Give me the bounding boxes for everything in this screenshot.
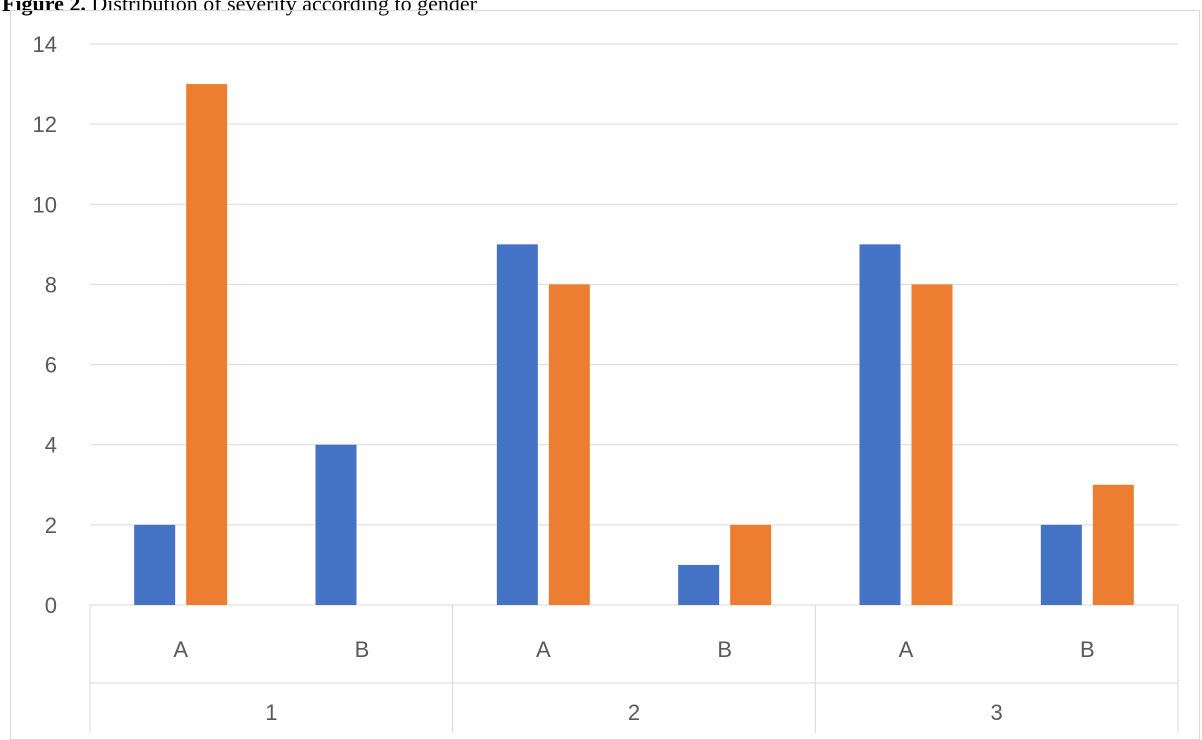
bar — [315, 444, 357, 605]
y-tick-label: 0 — [45, 593, 57, 618]
y-tick-label: 8 — [45, 272, 57, 297]
y-tick-label: 2 — [45, 513, 57, 538]
bar — [859, 244, 901, 605]
bar — [730, 524, 772, 605]
bar — [1092, 484, 1134, 605]
x-tick-label: B — [1080, 637, 1095, 662]
bar — [134, 524, 176, 605]
x-group-label: 3 — [991, 700, 1003, 725]
x-tick-label: A — [173, 637, 188, 662]
bar — [186, 84, 228, 606]
y-tick-label: 12 — [33, 112, 57, 137]
x-tick-label: B — [355, 637, 370, 662]
bar — [548, 284, 590, 605]
bar — [496, 244, 538, 605]
bar — [1040, 524, 1082, 605]
x-group-label: 2 — [628, 700, 640, 725]
x-tick-label: A — [899, 637, 914, 662]
y-tick-label: 4 — [45, 433, 57, 458]
x-tick-label: A — [536, 637, 551, 662]
x-group-label: 1 — [265, 700, 277, 725]
bar — [678, 564, 720, 605]
y-tick-label: 10 — [33, 192, 57, 217]
y-tick-label: 14 — [33, 32, 57, 57]
y-tick-label: 6 — [45, 353, 57, 378]
bar — [911, 284, 953, 605]
x-tick-label: B — [717, 637, 732, 662]
